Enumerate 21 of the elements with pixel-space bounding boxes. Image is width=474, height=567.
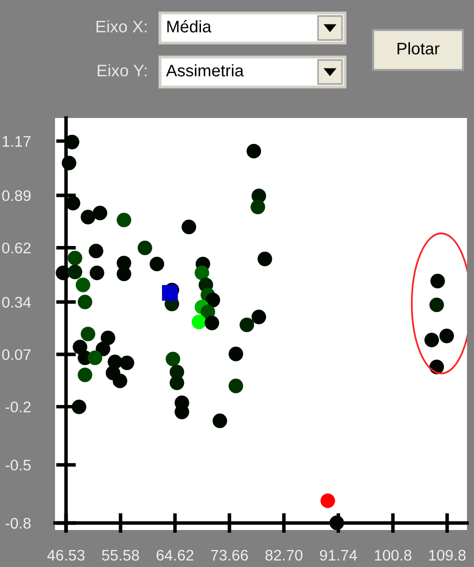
text: Eixo X: [96, 20, 146, 32]
y-tick-label: 0.34 [2, 296, 31, 308]
x-tick-label: 46.53 [47, 550, 84, 561]
y-tick-label: 0.89 [2, 190, 31, 202]
text: Assimetria [166, 64, 244, 76]
text: Eixo Y: [98, 64, 146, 76]
text: Plotar [398, 42, 440, 54]
text: Média [167, 20, 212, 32]
x-tick-label: 55.58 [102, 550, 139, 561]
x-tick-label: 64.62 [156, 550, 194, 561]
x-tick-label: 109.8 [429, 550, 466, 561]
y-tick-label: -0.5 [6, 460, 31, 471]
x-tick-label: 100.8 [374, 550, 412, 561]
x-tick-label: 82.70 [265, 550, 302, 561]
y-tick-label: 0.07 [2, 349, 31, 360]
x-tick-label: 73.66 [211, 550, 248, 561]
x-tick-label: 91.74 [320, 550, 358, 561]
y-tick-label: 0.62 [2, 242, 31, 254]
y-tick-label: 1.17 [2, 136, 31, 147]
y-tick-label: -0.2 [6, 402, 31, 412]
y-tick-label: -0.8 [6, 518, 31, 529]
